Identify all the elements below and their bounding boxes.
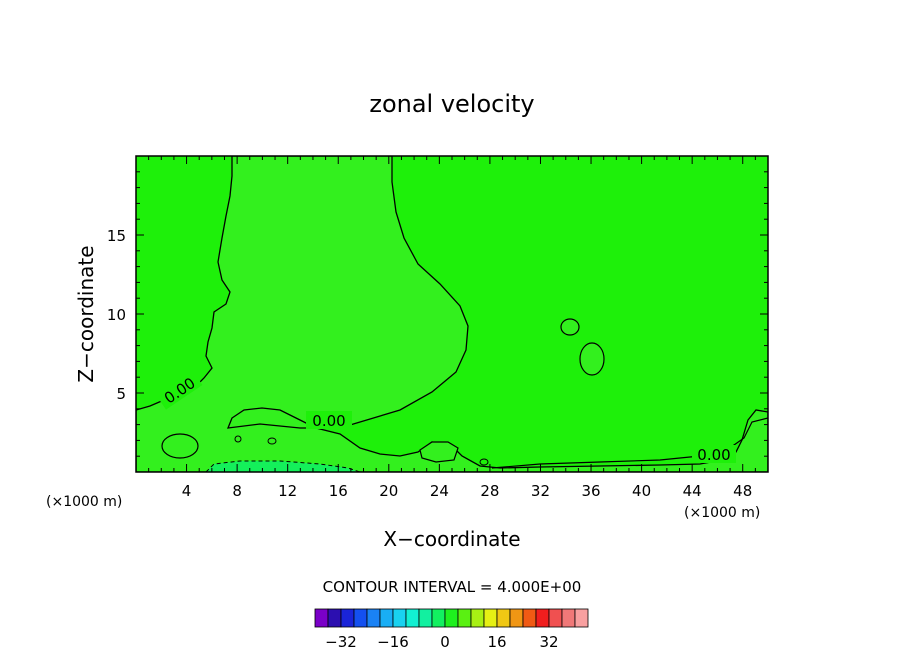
x-tick-label: 40 [632, 482, 651, 500]
closed-contour-4 [419, 441, 459, 463]
closed-contour-6 [267, 437, 277, 445]
contour-interval-label: CONTOUR INTERVAL = 4.000E+00 [323, 578, 582, 596]
colorbar-swatch [327, 608, 342, 628]
x-tick-label: 20 [379, 482, 398, 500]
contour-label: 0.00 [312, 412, 345, 430]
z-unit-label: (×1000 m) [46, 494, 122, 510]
colorbar-swatch [405, 608, 420, 628]
y-axis-label: Z−coordinate [74, 245, 98, 382]
x-tick-label: 48 [733, 482, 752, 500]
closed-contour-2 [560, 318, 580, 336]
colorbar-swatch [366, 608, 381, 628]
colorbar-swatch [561, 608, 576, 628]
x-tick-label: 24 [430, 482, 449, 500]
colorbar-swatch [483, 608, 498, 628]
colorbar-tick-label: 0 [440, 633, 450, 651]
colorbar-swatch [314, 608, 329, 628]
colorbar-tick-label: 16 [487, 633, 506, 651]
colorbar-swatch [418, 608, 433, 628]
colorbar-tick-label: 32 [539, 633, 558, 651]
x-tick-label: 16 [329, 482, 348, 500]
colorbar-swatch [548, 608, 563, 628]
y-tick-label: 5 [116, 385, 126, 403]
x-tick-label: 44 [683, 482, 702, 500]
closed-contour-5 [479, 458, 489, 466]
colorbar-tick-label: −16 [377, 633, 409, 651]
plot-area: 0.00 0.00 0.00 [136, 156, 768, 472]
closed-contour-1 [161, 433, 199, 459]
colorbar-swatch [535, 608, 550, 628]
colorbar-swatch [379, 608, 394, 628]
x-tick-label: 28 [480, 482, 499, 500]
contour-label: 0.00 [697, 446, 730, 464]
colorbar-swatch [522, 608, 537, 628]
closed-contour-7 [234, 435, 242, 443]
positive-core-region [136, 156, 768, 472]
colorbar-swatch [457, 608, 472, 628]
x-tick-label: 4 [182, 482, 192, 500]
colorbar [314, 608, 589, 628]
colorbar-swatch [509, 608, 524, 628]
x-tick-label: 36 [581, 482, 600, 500]
colorbar-swatch [496, 608, 511, 628]
colorbar-swatch [431, 608, 446, 628]
colorbar-swatch [392, 608, 407, 628]
x-tick-label: 12 [278, 482, 297, 500]
y-axis-ticks: 5 10 15 [107, 155, 768, 473]
colorbar-swatch [340, 608, 355, 628]
colorbar-swatch [574, 608, 589, 628]
y-tick-label: 10 [107, 306, 126, 324]
y-tick-label: 15 [107, 227, 126, 245]
colorbar-swatch [444, 608, 459, 628]
colorbar-swatch [353, 608, 368, 628]
x-axis-ticks: 4 8 12 16 20 24 28 32 36 40 44 48 [135, 156, 769, 500]
closed-contour-3 [579, 342, 605, 376]
x-unit-label: (×1000 m) [684, 505, 760, 521]
colorbar-tick-labels: −32 −16 0 16 32 [325, 633, 558, 651]
x-tick-label: 32 [531, 482, 550, 500]
colorbar-swatch [470, 608, 485, 628]
x-tick-label: 8 [232, 482, 242, 500]
chart-title: zonal velocity [369, 90, 534, 118]
colorbar-tick-label: −32 [325, 633, 357, 651]
x-axis-label: X−coordinate [383, 527, 520, 551]
